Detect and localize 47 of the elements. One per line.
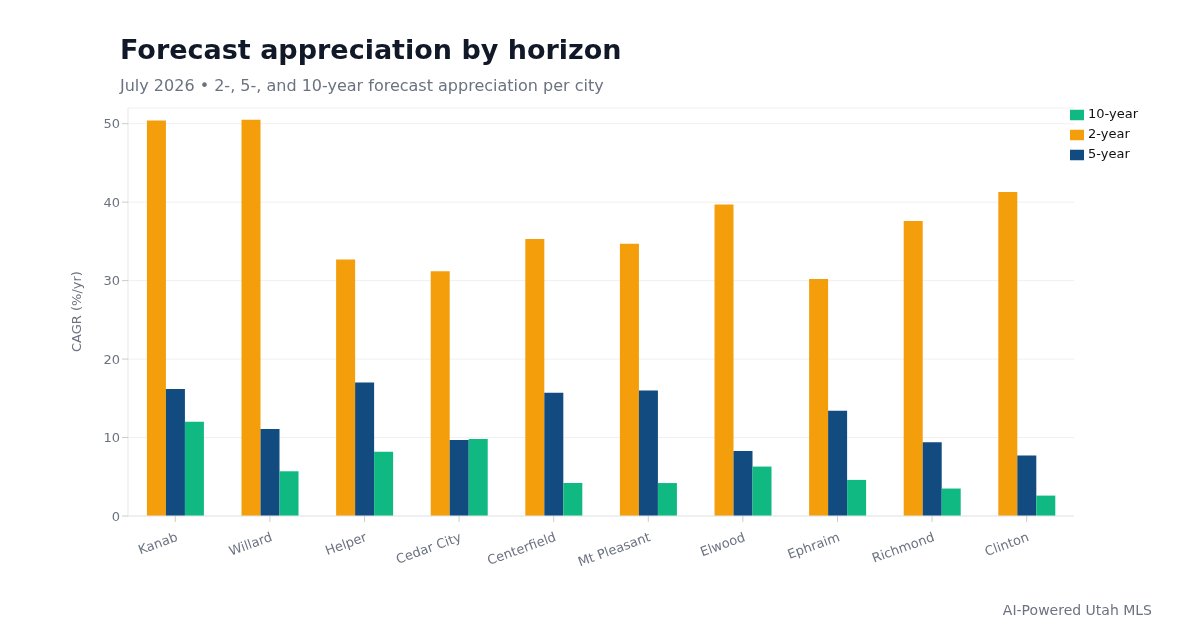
bar [184,421,204,516]
bar [544,392,564,516]
bar [619,243,639,516]
bar [279,471,299,516]
bar [563,483,583,516]
legend-label: 5-year [1087,146,1130,161]
bar [374,451,394,516]
legend-label: 10-year [1087,106,1138,121]
bar [752,466,772,516]
y-tick-label: 20 [103,351,120,367]
y-tick-label: 50 [103,116,120,132]
bar [638,390,658,516]
legend-label: 2-year [1087,126,1130,141]
bar [657,483,677,516]
x-tick-label: Helper [323,529,370,559]
x-tick-label: Clinton [982,529,1031,560]
bar [941,488,961,516]
bar [355,382,375,516]
text: AI-Powered Utah MLS [1002,602,1152,618]
bar [165,388,185,516]
bar [336,259,356,516]
bar [260,428,280,516]
bar [847,479,867,516]
bar [733,450,753,516]
bar [903,220,923,516]
bar [241,119,261,516]
y-tick-label: 40 [103,194,120,210]
y-tick-label: 10 [103,430,120,446]
chart-subtitle: July 2026 • 2-, 5-, and 10-year forecast appreciation per city [120,76,604,95]
bar [714,204,734,516]
bar [828,410,848,516]
bar [809,279,829,516]
x-tick-label: Kanab [136,529,180,558]
bar [525,239,545,516]
bar [430,271,450,516]
x-tick-label: Cedar City [393,529,464,567]
y-tick-label: 0 [111,508,120,524]
chart-title: Forecast appreciation by horizon [120,34,622,65]
bar [1036,495,1056,516]
bar [998,191,1018,516]
bar [468,439,488,516]
bar [1017,455,1037,516]
bar [922,442,942,516]
y-axis-title: CAGR (%/yr) [68,271,84,352]
bar [449,439,469,516]
bar [146,120,166,516]
y-tick-label: 30 [103,273,120,289]
